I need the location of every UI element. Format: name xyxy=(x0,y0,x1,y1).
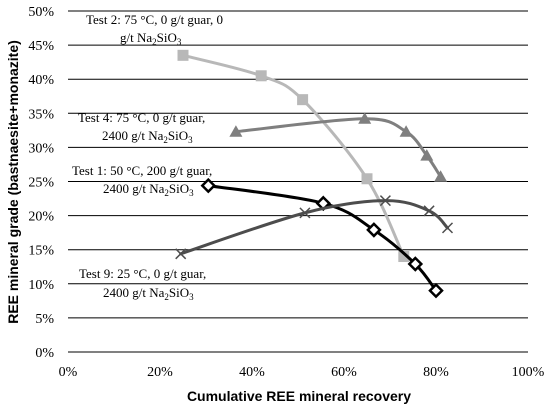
x-tick-label: 100% xyxy=(512,365,545,380)
data-point-test-1 xyxy=(366,222,382,238)
annotation-test-1-line-2: 2400 g/t Na2SiO3 xyxy=(103,181,194,198)
y-tick-label: 50% xyxy=(28,5,54,20)
data-point-test-2 xyxy=(177,49,189,61)
series-test-9 xyxy=(175,195,454,260)
series-test-1 xyxy=(200,177,444,299)
series-layer xyxy=(175,49,454,299)
annotation-test-9-line-2: 2400 g/t Na2SiO3 xyxy=(103,285,194,302)
annotation-test-2-line-1: Test 2: 75 °C, 0 g/t guar, 0 xyxy=(86,12,223,27)
annotation-test-1-line-1: Test 1: 50 °C, 200 g/t guar, xyxy=(72,163,212,178)
x-tick-label: 20% xyxy=(147,365,173,380)
series-line-test-9 xyxy=(179,199,449,256)
data-point-test-9 xyxy=(379,195,391,207)
annotation-test-2-line-2: g/t Na2SiO3 xyxy=(120,30,182,47)
x-axis-title: Cumulative REE mineral recovery xyxy=(187,388,411,404)
data-point-test-4 xyxy=(399,125,413,137)
y-tick-label: 20% xyxy=(28,210,54,225)
y-tick-label: 45% xyxy=(28,39,54,54)
data-point-test-2 xyxy=(255,70,267,82)
series-test-4 xyxy=(229,112,448,182)
data-point-test-4 xyxy=(229,125,243,137)
y-tick-labels: 0% 5% 10% 15% 20% 25% 30% 35% 40% 45% 50% xyxy=(28,5,54,361)
data-point-test-2 xyxy=(398,251,410,263)
x-tick-labels: 0% 20% 40% 60% 80% 100% xyxy=(59,365,545,380)
data-point-test-4 xyxy=(434,170,448,182)
data-point-test-4 xyxy=(358,112,372,124)
y-tick-label: 15% xyxy=(28,244,54,259)
data-point-test-9 xyxy=(423,205,435,217)
data-point-test-1 xyxy=(428,282,444,299)
x-tick-label: 0% xyxy=(59,365,78,380)
data-point-test-9 xyxy=(175,248,187,260)
x-tick-label: 80% xyxy=(423,365,449,380)
data-point-test-9 xyxy=(299,207,311,219)
y-tick-label: 5% xyxy=(35,312,54,327)
x-tick-label: 60% xyxy=(331,365,357,380)
annotation-test-4-line-2: 2400 g/t Na2SiO3 xyxy=(102,128,193,145)
annotation-test-4-line-1: Test 4: 75 °C, 0 g/t guar, xyxy=(78,110,205,125)
y-tick-label: 30% xyxy=(28,141,54,156)
x-tick-label: 40% xyxy=(239,365,265,380)
series-test-2 xyxy=(177,49,410,263)
y-tick-label: 40% xyxy=(28,73,54,88)
data-point-test-2 xyxy=(297,94,309,106)
data-point-test-1 xyxy=(200,177,217,194)
y-tick-label: 10% xyxy=(28,278,54,293)
annotation-test-9-line-1: Test 9: 25 °C, 0 g/t guar, xyxy=(79,266,206,281)
y-axis-title: REE mineral grade (bastnaesite+monazite) xyxy=(5,40,21,324)
data-point-test-4 xyxy=(420,149,434,161)
data-point-test-1 xyxy=(407,256,424,272)
data-point-test-2 xyxy=(361,173,373,185)
data-point-test-9 xyxy=(441,222,454,234)
y-tick-label: 35% xyxy=(28,107,54,122)
y-tick-label: 0% xyxy=(35,346,54,361)
y-tick-label: 25% xyxy=(28,176,54,191)
